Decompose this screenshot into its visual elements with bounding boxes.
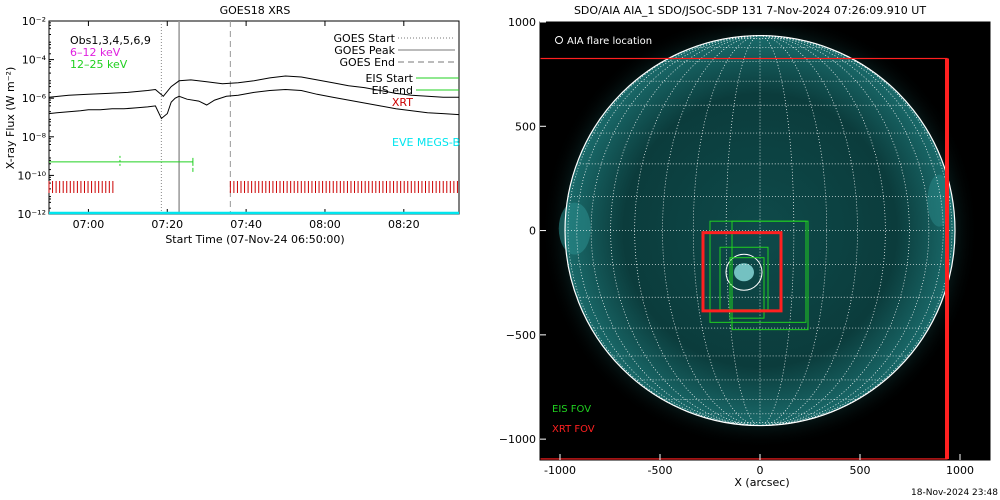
energy-label-12-25kev: 12–25 keV — [70, 58, 128, 71]
goes-series-line-1 — [48, 88, 460, 120]
goes-y-tick-label: 10⁻¹² — [17, 208, 46, 221]
east-limb-bright-region — [558, 202, 591, 255]
render-timestamp: 18-Nov-2024 23:48 — [911, 488, 998, 498]
xrt-fov-label: XRT FOV — [552, 424, 595, 435]
flare-bright-kernel — [734, 263, 754, 282]
aia-x-tick-label: -1000 — [544, 464, 576, 477]
aia-x-tick-label: 0 — [757, 464, 764, 477]
aia-y-tick-label: 1000 — [508, 16, 536, 29]
xrt-fov-box — [701, 231, 783, 313]
flare-location-legend-icon — [555, 36, 563, 44]
legend-eis-end: EIS end — [372, 84, 413, 97]
goes-y-tick-label: 10⁻⁸ — [22, 131, 47, 144]
goes-x-axis-label: Start Time (07-Nov-24 06:50:00) — [165, 233, 344, 246]
longitude-line — [759, 35, 910, 426]
goes-x-tick-label: 07:00 — [73, 218, 105, 231]
aia-y-tick-label: 0 — [529, 225, 536, 238]
aia-y-axis-ticks: 1000 500 0 −500 −1000 — [500, 16, 546, 446]
longitude-line — [576, 35, 761, 426]
goes-x-tick-label: 08:20 — [388, 218, 420, 231]
longitude-line — [759, 35, 929, 426]
aia-plot-frame — [539, 21, 991, 461]
longitude-line — [610, 35, 761, 426]
goes-x-tick-label: 07:40 — [230, 218, 262, 231]
goes-y-axis-ticks: 10⁻² 10⁻⁴ 10⁻⁶ 10⁻⁸ 10⁻¹⁰ 10⁻¹² — [17, 15, 54, 221]
observation-overlay-label: Obs1,3,4,5,6,9 — [70, 34, 151, 47]
instrument-fov-boxes — [540, 57, 949, 460]
flare-location-circle — [725, 253, 763, 291]
flare-location-legend: AIA flare location — [567, 36, 652, 47]
eis-fov-label: EIS FOV — [552, 404, 591, 415]
goes-chart-title: GOES18 XRS — [220, 4, 291, 17]
aia-y-tick-label: 500 — [515, 120, 536, 133]
goes-y-axis-label: X-ray Flux (W m⁻²) — [4, 67, 17, 169]
aia-chart-title: SDO/AIA AIA_1 SDO/JSOC-SDP 131 7-Nov-202… — [574, 4, 926, 17]
aia-y-tick-label: −1000 — [500, 433, 536, 446]
goes-y-tick-label: 10⁻¹⁰ — [17, 169, 46, 182]
aia-y-tick-label: −500 — [506, 329, 536, 342]
goes-event-markers — [160, 21, 231, 214]
goes-x-tick-label: 07:20 — [151, 218, 183, 231]
legend-goes-end: GOES End — [339, 56, 395, 69]
aia-sun-image: SDO/AIA AIA_1 SDO/JSOC-SDP 131 7-Nov-202… — [500, 4, 998, 498]
aia-x-axis-label: X (arcsec) — [734, 476, 789, 489]
legend-eis-start: EIS Start — [365, 72, 413, 85]
aia-x-axis-ticks: -1000 -500 0 500 1000 — [544, 454, 974, 477]
goes-flux-series — [48, 75, 460, 120]
goes-y-tick-label: 10⁻² — [22, 15, 46, 28]
goes-y-tick-label: 10⁻⁶ — [22, 92, 47, 105]
energy-label-6-12kev: 6–12 keV — [70, 46, 121, 59]
goes-xrs-chart: GOES18 XRS 10⁻² 10⁻⁴ 10⁻⁶ 10⁻⁸ 10⁻¹⁰ 10⁻¹² 07… — [4, 4, 460, 246]
eis-fov-box — [729, 257, 765, 319]
eve-megs-b-label: EVE MEGS-B — [392, 136, 460, 149]
longitude-line — [759, 35, 944, 426]
eis-fov-box — [731, 220, 809, 331]
goes-observation-bars — [48, 155, 459, 215]
goes-y-tick-label: 10⁻⁴ — [22, 54, 47, 67]
legend-goes-peak: GOES Peak — [334, 44, 395, 57]
goes-series-line-0 — [48, 75, 459, 98]
longitude-line — [591, 35, 761, 426]
legend-xrt: XRT — [392, 96, 413, 109]
legend-goes-start: GOES Start — [334, 32, 396, 45]
aia-x-tick-label: -500 — [648, 464, 673, 477]
goes-x-axis-ticks: 07:00 07:20 07:40 08:00 08:20 — [56, 21, 460, 231]
aia-x-tick-label: 1000 — [946, 464, 974, 477]
goes-x-tick-label: 08:00 — [309, 218, 341, 231]
aia-x-tick-label: 500 — [850, 464, 871, 477]
